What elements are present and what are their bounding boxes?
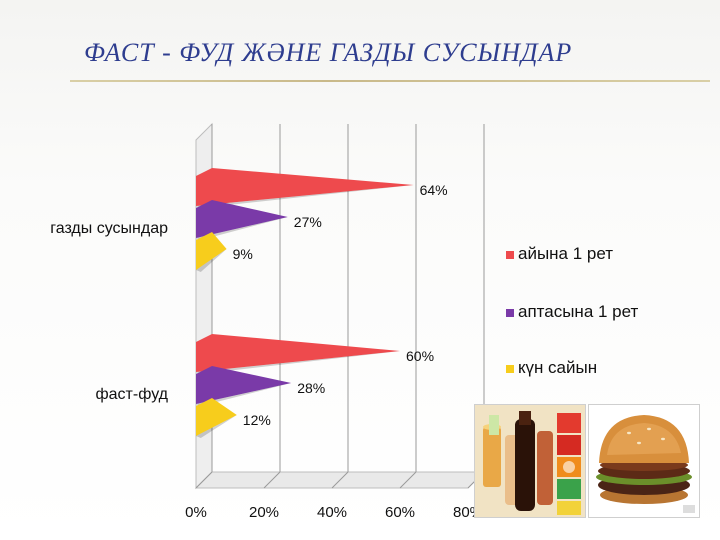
chart-gridline-floor: [263, 471, 281, 489]
chart-x-tick-labels: 0% 20% 40% 60% 80%: [185, 504, 483, 521]
legend-label: күн сайын: [518, 358, 598, 377]
chart-bar: [196, 200, 288, 238]
chart-gridline-floor: [331, 471, 349, 489]
chart-gridline-floor: [399, 471, 417, 489]
chart-x-tick-label: 20%: [249, 504, 279, 521]
chart-x-tick-label: 0%: [185, 504, 207, 521]
chart-bar-shade: [196, 351, 400, 374]
chart-bar: [196, 334, 400, 372]
chart-x-tick-label: 40%: [317, 504, 347, 521]
chart-data-label: 60%: [406, 348, 434, 364]
legend-swatch: [506, 309, 514, 317]
chart-data-labels: 64% 27% 9% 60% 28% 12%: [233, 182, 448, 428]
legend-swatch: [506, 251, 514, 259]
chart-data-label: 27%: [294, 214, 322, 230]
chart-bar: [196, 366, 292, 404]
chart-bars: [196, 168, 414, 438]
chart-bar-shade: [196, 415, 237, 438]
chart-category-label: газды сусындар: [50, 220, 168, 237]
chart-bar: [196, 398, 237, 436]
chart-gridline-floor: [195, 471, 213, 489]
chart-bar-shade: [196, 185, 414, 208]
legend-label: аптасына 1 рет: [518, 302, 639, 321]
chart-bar-shade: [196, 217, 288, 240]
soda-bottles-image: [474, 404, 586, 518]
legend-swatch: [506, 365, 514, 373]
chart-bar-shade: [196, 249, 227, 272]
chart-bar: [196, 168, 414, 206]
chart-bar: [196, 232, 227, 270]
chart-data-label: 9%: [233, 246, 253, 262]
chart-x-tick-label: 60%: [385, 504, 415, 521]
legend-label: айына 1 рет: [518, 244, 614, 263]
slide-title: ФАСТ - ФУД ЖӘНЕ ГАЗДЫ СУСЫНДАР: [84, 38, 573, 67]
title-divider: [70, 80, 710, 82]
chart-data-label: 28%: [297, 380, 325, 396]
chart-bar-shade: [196, 383, 292, 406]
chart-data-label: 64%: [420, 182, 448, 198]
chart-data-label: 12%: [243, 412, 271, 428]
chart-category-label: фаст-фуд: [95, 386, 168, 403]
hamburger-image: [588, 404, 700, 518]
chart-category-labels: газды сусындар фаст-фуд: [50, 220, 168, 403]
